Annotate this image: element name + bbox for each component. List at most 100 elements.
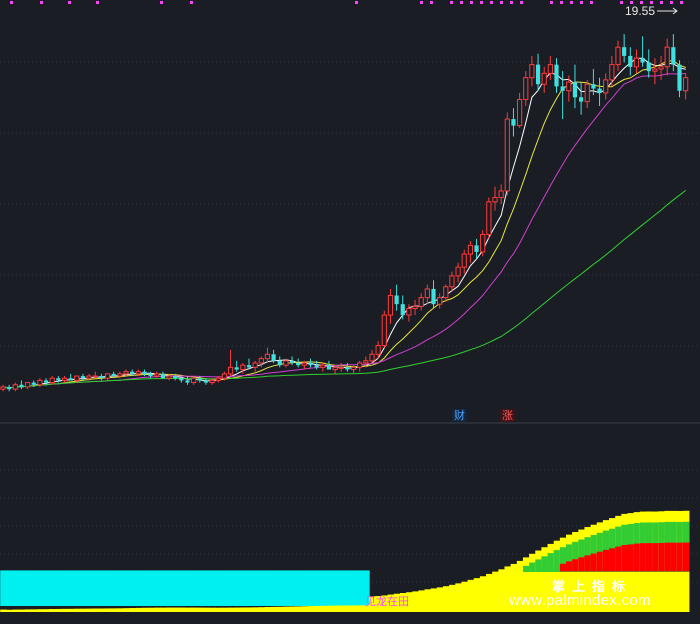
top-dot [630,1,633,4]
candle-body [277,360,282,366]
bar-red [559,563,567,572]
bar-cyan [61,570,69,606]
bar-cyan [49,570,56,606]
bar-cyan [80,570,87,606]
bar-yellow [430,588,438,612]
candle-body [234,367,239,370]
bar-red [645,543,653,572]
bar-yellow [147,607,155,612]
bar-red [602,549,610,572]
top-dot [640,1,643,4]
top-dot [570,1,573,4]
bar-yellow [295,606,302,612]
bar-cyan [92,570,100,606]
bar-yellow [123,608,130,612]
candle-body [80,376,86,379]
bar-red [676,542,684,572]
bar-yellow [49,609,56,612]
bar-yellow [160,607,167,612]
candle-body [117,373,123,377]
candle-body [185,380,190,383]
bar-yellow [240,607,247,612]
bar-yellow [67,608,75,612]
bar-yellow [522,557,530,612]
candle-body [424,288,430,299]
candle-body [609,64,615,81]
bar-yellow [467,579,475,612]
bar-yellow [486,573,493,612]
bar-red [566,561,573,572]
top-dot [68,1,71,4]
indicator-bars [0,510,690,612]
bar-cyan [12,570,20,606]
candle-body [12,384,18,390]
candle-body [246,365,252,368]
candle-body [25,382,31,388]
ma-line-5 [2,57,686,389]
bar-green [541,556,548,572]
candle-body [387,294,394,316]
candle-body [0,386,6,390]
bar-cyan [43,570,50,606]
candle-body [154,373,160,377]
candle-body [173,376,178,379]
bar-cyan [215,570,223,606]
bar-yellow [473,578,481,612]
candle-body [74,375,80,381]
bar-yellow [424,589,432,612]
bar-yellow [553,540,561,612]
candle-body [130,371,135,374]
bar-cyan [233,570,241,606]
bar-yellow [197,607,204,612]
bar-cyan [141,570,149,606]
bar-yellow [436,587,444,612]
price-arrow [657,7,678,15]
bar-green [522,565,530,572]
bar-yellow [529,553,536,612]
bar-yellow [449,584,456,612]
bar-cyan [184,570,192,606]
bar-green [566,544,573,572]
bar-yellow [350,605,358,612]
top-dot [660,1,663,4]
bar-yellow [363,605,370,612]
bar-cyan [98,570,106,606]
bar-red [633,543,641,572]
bar-cyan [24,570,32,606]
bar-red [584,555,592,572]
bar-cyan [0,570,7,606]
candle-body [252,362,258,368]
candle-body [320,364,326,368]
candle-body [622,47,627,56]
bar-yellow [535,550,542,612]
bar-cyan [160,570,167,606]
candle-body [166,375,172,379]
candle-body [554,64,559,87]
candle-body [652,68,658,72]
bar-yellow [461,581,469,612]
bar-red [615,546,622,572]
candle-body [350,366,357,371]
candle-body [56,378,61,381]
bar-yellow [215,607,223,612]
candle-body [215,377,221,381]
bar-green [572,541,579,572]
candle-body [49,377,55,384]
candle-body [566,81,572,92]
bar-yellow [510,563,518,612]
ma-line-10 [2,60,686,389]
bar-cyan [332,570,339,606]
top-dot [580,1,583,4]
candle-body [7,386,12,390]
bar-yellow [117,608,124,612]
bar-yellow [283,606,290,612]
bar-cyan [227,570,235,606]
candle-body [283,360,289,366]
bar-cyan [172,570,179,606]
bar-cyan [209,570,216,606]
bar-yellow [369,596,376,612]
bar-yellow [356,605,364,612]
candle-body [646,62,651,72]
bar-yellow [406,592,413,612]
